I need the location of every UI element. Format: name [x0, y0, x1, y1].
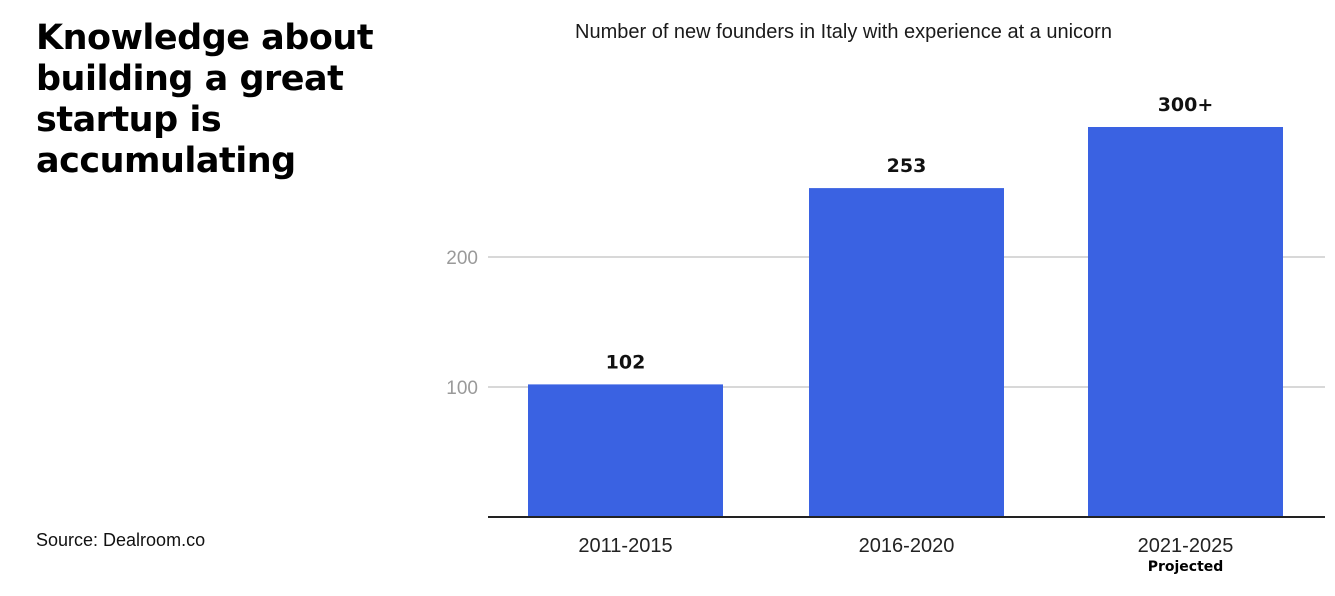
data-label: 253 [887, 155, 927, 177]
data-label: 102 [606, 351, 646, 373]
bar [809, 188, 1004, 517]
chart-title: Number of new founders in Italy with exp… [575, 21, 1112, 43]
source-note: Source: Dealroom.co [36, 530, 206, 550]
x-tick-label: 2021-2025 [1138, 535, 1234, 557]
x-tick-label: 2011-2015 [578, 535, 672, 557]
bar [528, 384, 723, 517]
data-label: 300+ [1158, 94, 1214, 116]
y-tick-label: 200 [446, 248, 478, 269]
category-note: Projected [1148, 559, 1224, 575]
bar [1088, 127, 1283, 517]
headline: Knowledge about building a great startup… [36, 18, 374, 181]
x-tick-label: 2016-2020 [859, 535, 955, 557]
y-tick-label: 100 [446, 378, 478, 399]
